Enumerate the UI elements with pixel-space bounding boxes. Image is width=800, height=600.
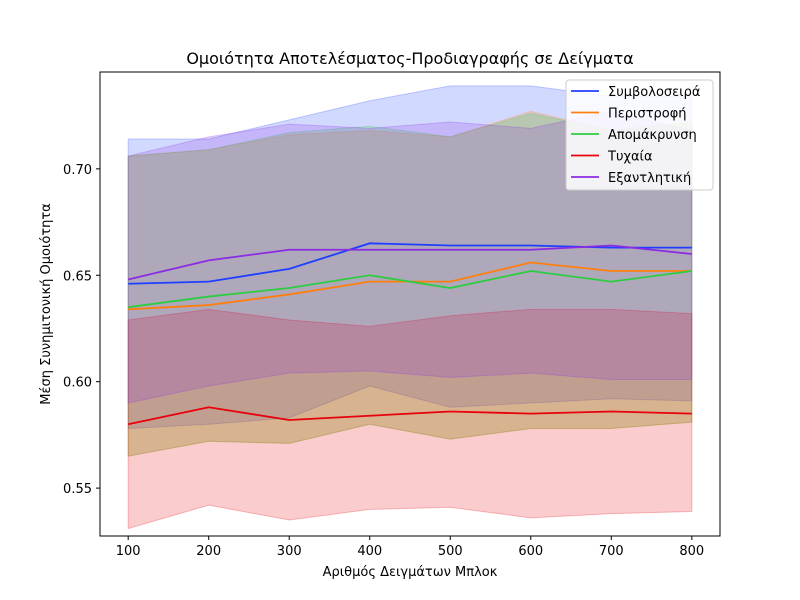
legend: Συμβολοσειρά Περιστροφή Απομάκρυνση Τυχαία Ε… <box>565 79 714 191</box>
x-tick-label: 600 <box>518 544 543 559</box>
legend-label-0: Συμβολοσειρά <box>608 85 700 100</box>
y-axis-label: Μέση Συνημιτονική Ομοιότητα <box>39 203 54 405</box>
y-axis: 0.55 0.60 0.65 0.70 <box>63 163 100 497</box>
x-tick-label: 300 <box>277 544 302 559</box>
line-series-4 <box>127 244 692 281</box>
x-tick-label: 400 <box>357 544 382 559</box>
confidence-bands <box>127 85 693 530</box>
line-series-3 <box>127 406 692 426</box>
x-tick-label: 200 <box>196 544 221 559</box>
x-axis-label: Αριθμός Δειγμάτων Μπλοκ <box>323 565 498 580</box>
line-series-2 <box>128 270 692 309</box>
x-tick-label: 500 <box>438 544 463 559</box>
legend-label-1: Περιστροφή <box>608 107 687 122</box>
band-series-4 <box>127 110 693 404</box>
series-lines <box>127 242 692 426</box>
legend-label-4: Εξαντλητική <box>608 171 691 186</box>
band-series-1 <box>127 110 693 457</box>
y-tick-label: 0.55 <box>63 482 92 497</box>
legend-label-2: Απομάκρυνση <box>608 128 697 143</box>
band-series-3 <box>127 308 693 530</box>
y-tick-label: 0.60 <box>63 376 92 391</box>
x-tick-label: 700 <box>599 544 624 559</box>
legend-box <box>565 79 714 191</box>
chart-title: Ομοιότητα Αποτελέσματος-Προδιαγραφής σε … <box>186 49 633 68</box>
y-tick-label: 0.70 <box>63 163 92 178</box>
line-series-0 <box>128 242 692 285</box>
legend-label-3: Τυχαία <box>607 150 653 165</box>
x-tick-label: 100 <box>116 544 141 559</box>
x-axis: 100 200 300 400 500 600 700 800 <box>116 536 704 559</box>
plot-frame <box>99 71 721 537</box>
y-tick-label: 0.65 <box>63 269 92 284</box>
band-series-2 <box>127 112 693 457</box>
band-series-0 <box>127 85 693 430</box>
x-tick-label: 800 <box>679 544 704 559</box>
